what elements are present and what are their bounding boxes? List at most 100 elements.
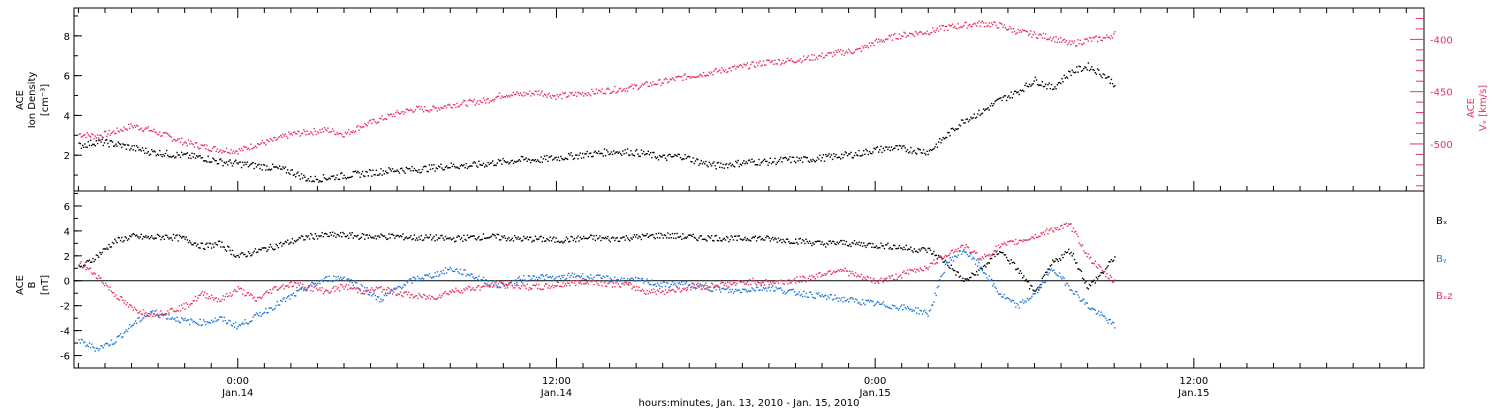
vx-series-point [823, 56, 826, 59]
density-series-point [1058, 81, 1061, 84]
by-series-point [560, 278, 562, 280]
bx-series-point [804, 242, 806, 245]
by-series-point [459, 268, 462, 271]
vx-series-point [254, 145, 257, 147]
density-series-point [648, 154, 651, 156]
density-series-point [117, 141, 119, 143]
density-series-point [138, 149, 140, 151]
density-series-point [905, 150, 907, 153]
vx-series-point [396, 109, 398, 112]
by-series-point [307, 286, 310, 289]
density-series-point [133, 144, 136, 147]
by-series-point [715, 289, 717, 291]
by-series-point [883, 304, 886, 306]
vx-series-point [426, 110, 428, 112]
by-series-point [919, 309, 921, 312]
density-series-point [724, 163, 727, 166]
density-series-point [484, 166, 486, 168]
bz-series-point [126, 302, 129, 304]
density-series-point [602, 155, 604, 157]
bx-series-point [633, 234, 636, 236]
density-series-point [448, 167, 450, 169]
vx-series-point [761, 64, 763, 66]
density-series-point [993, 103, 995, 105]
density-series-point [221, 160, 223, 162]
bz-series-point [778, 280, 781, 282]
bz-series-point [316, 289, 319, 291]
by-series-point [251, 320, 253, 322]
bz-series-point [312, 290, 314, 292]
bx-series-point [1095, 276, 1098, 279]
density-series-point [1016, 92, 1018, 94]
density-series-point [596, 152, 599, 155]
bz-series-point [591, 280, 593, 283]
bz-series-point [486, 285, 488, 287]
vx-series-point [330, 130, 333, 133]
vx-series-point [811, 54, 813, 56]
density-series-point [388, 167, 390, 169]
vx-series-point [229, 152, 231, 155]
bx-series-point [485, 237, 487, 240]
bx-series-point [308, 238, 311, 240]
density-series-point [785, 157, 788, 160]
vx-series-point [78, 133, 80, 135]
bx-series-point [91, 261, 93, 263]
bz-series-point [257, 296, 259, 299]
bx-series-point [368, 234, 371, 236]
bz-series-point [992, 253, 994, 255]
bx-series-point [925, 249, 927, 251]
vx-series-point [206, 144, 208, 147]
bz-series-point [238, 288, 240, 290]
density-series-point [615, 151, 617, 153]
vx-series-point [437, 107, 440, 109]
vx-series-point [145, 127, 147, 129]
vx-series-point [632, 87, 634, 90]
density-series-point [682, 158, 684, 160]
vx-series-point [1001, 23, 1003, 25]
by-series-point [194, 322, 197, 324]
bz-series-point [691, 285, 693, 288]
vx-series-point [505, 94, 508, 97]
bz-series-point [367, 289, 369, 291]
bx-series-point [955, 274, 957, 276]
vx-series-point [1031, 36, 1033, 38]
bz-series-point [301, 283, 304, 285]
bz-series-point [1045, 230, 1047, 232]
by-series-point [944, 263, 947, 266]
vx-series-point [122, 130, 124, 132]
by-series-point [485, 279, 487, 281]
vx-series-point [389, 113, 391, 115]
bz-series-point [234, 288, 236, 291]
bz-series-point [1017, 242, 1019, 244]
vx-series-point [685, 78, 687, 80]
by-series-point [78, 339, 80, 341]
bx-series-point [191, 244, 193, 246]
bz-series-point [1048, 229, 1050, 232]
bz-series-point [162, 314, 164, 316]
vx-series-point [177, 138, 179, 140]
bz-series-point [920, 268, 922, 271]
vx-series-point [390, 113, 392, 115]
vx-series-point [504, 96, 507, 98]
bz-series-point [489, 286, 492, 288]
bx-series-point [207, 246, 209, 248]
by-series-point [357, 287, 359, 289]
by-series-point [341, 278, 343, 281]
vx-series-point [1053, 36, 1055, 38]
bx-series-point [838, 241, 841, 243]
density-series-point [502, 157, 504, 160]
bx-series-point [746, 238, 748, 240]
by-series-point [713, 286, 715, 288]
bx-series-point [848, 245, 850, 247]
density-series-point [815, 159, 818, 162]
vx-series-point [633, 83, 636, 86]
vx-series-point [997, 27, 1000, 29]
density-series-point [738, 165, 740, 168]
density-series-point [455, 167, 457, 169]
bx-series-point [276, 245, 278, 247]
density-series-point [305, 180, 307, 182]
density-series-point [122, 143, 124, 145]
bx-series-point [459, 238, 462, 241]
vx-series-point [287, 137, 289, 139]
density-series-point [480, 164, 482, 166]
